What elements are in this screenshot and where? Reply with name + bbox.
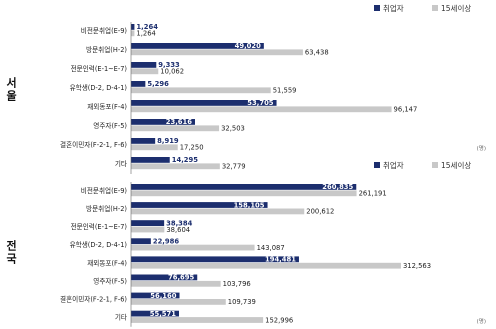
data-label-national-pop15-5: 103,796 — [223, 280, 251, 288]
data-label-national-pop15-1: 200,612 — [306, 208, 334, 216]
bar-seoul-employed-7 — [131, 157, 170, 163]
bar-national-pop15-0 — [131, 190, 357, 197]
data-label-national-pop15-7: 152,996 — [265, 316, 293, 324]
bar-seoul-employed-2 — [131, 62, 157, 68]
category-label-seoul-2: 전문인력(E-1~E-7) — [71, 64, 127, 73]
data-label-national-employed-5: 76,695 — [168, 274, 194, 282]
region-label-seoul: 서울 — [5, 76, 18, 103]
data-label-national-pop15-3: 143,087 — [257, 244, 285, 252]
bar-seoul-pop15-1 — [131, 49, 303, 56]
bar-national-pop15-2 — [131, 226, 165, 233]
data-label-seoul-employed-2: 9,333 — [158, 61, 180, 69]
data-label-national-employed-3: 22,986 — [153, 238, 179, 246]
data-label-seoul-employed-4: 53,705 — [247, 99, 273, 107]
category-label-national-5: 영주자(F-5) — [93, 276, 127, 285]
unit-label-national: (명) — [477, 318, 486, 325]
category-label-national-1: 방문취업(H-2) — [86, 204, 127, 213]
bar-national-employed-7 — [131, 310, 179, 317]
data-label-seoul-pop15-4: 96,147 — [394, 106, 418, 114]
data-label-seoul-pop15-6: 17,250 — [180, 144, 204, 152]
data-label-national-employed-6: 56,160 — [150, 292, 176, 300]
bar-national-employed-3 — [131, 238, 151, 245]
data-label-seoul-employed-6: 8,919 — [157, 137, 179, 145]
bar-seoul-employed-1 — [131, 43, 264, 49]
category-label-seoul-3: 유학생(D-2, D-4-1) — [70, 83, 127, 92]
data-label-national-pop15-6: 109,739 — [228, 298, 256, 306]
category-label-national-7: 기타 — [115, 313, 127, 322]
bar-seoul-employed-6 — [131, 138, 156, 144]
bar-seoul-pop15-5 — [131, 125, 220, 132]
bar-seoul-pop15-4 — [131, 106, 392, 113]
category-label-seoul-5: 영주자(F-5) — [93, 121, 127, 130]
category-label-seoul-1: 방문취업(H-2) — [86, 45, 127, 54]
category-label-national-4: 재외동포(F-4) — [87, 259, 127, 267]
legend-swatch-national-1 — [432, 162, 438, 168]
data-label-seoul-pop15-0: 1,264 — [136, 30, 155, 38]
data-label-national-employed-1: 158,105 — [234, 201, 265, 209]
legend-label-national-0: 취업자 — [383, 161, 404, 170]
bar-national-pop15-1 — [131, 208, 305, 215]
bar-national-employed-6 — [131, 292, 180, 299]
category-label-national-3: 유학생(D-2, D-4-1) — [70, 240, 127, 249]
bar-national-employed-4 — [131, 256, 299, 263]
legend-label-seoul-0: 취업자 — [383, 4, 404, 13]
bar-national-employed-5 — [131, 274, 198, 281]
data-label-national-pop15-2: 38,604 — [166, 226, 190, 234]
data-label-seoul-pop15-5: 32,503 — [221, 125, 245, 133]
bar-national-employed-2 — [131, 220, 165, 226]
data-label-national-pop15-4: 312,563 — [403, 262, 431, 270]
legend-swatch-national-0 — [374, 162, 380, 168]
bar-national-pop15-5 — [131, 280, 221, 287]
legend-label-seoul-1: 15세이상 — [441, 3, 471, 13]
bar-national-pop15-4 — [131, 262, 401, 269]
category-label-seoul-7: 기타 — [115, 159, 127, 168]
data-label-national-employed-4: 194,481 — [265, 256, 296, 264]
bar-seoul-pop15-7 — [131, 163, 220, 170]
data-label-national-pop15-0: 261,191 — [359, 190, 387, 198]
bar-national-employed-0 — [131, 184, 357, 190]
data-label-national-employed-7: 55,571 — [150, 310, 176, 318]
data-label-seoul-employed-5: 23,616 — [166, 118, 192, 126]
unit-label-seoul: (명) — [477, 145, 486, 152]
category-label-seoul-0: 비전문취업(E-9) — [81, 26, 127, 35]
bar-seoul-employed-4 — [131, 100, 277, 106]
bar-seoul-employed-0 — [131, 24, 135, 30]
data-label-seoul-pop15-2: 10,062 — [160, 68, 184, 76]
data-label-seoul-pop15-3: 51,559 — [273, 87, 297, 95]
category-label-national-6: 결혼이민자(F-2-1, F-6) — [60, 295, 127, 304]
region-label-national: 전국 — [5, 239, 18, 266]
data-label-national-employed-0: 260,835 — [322, 183, 353, 191]
bar-national-pop15-6 — [131, 299, 226, 305]
legend-swatch-seoul-0 — [374, 5, 380, 11]
data-label-seoul-employed-7: 14,295 — [172, 156, 198, 164]
bar-national-pop15-7 — [131, 317, 264, 323]
category-label-seoul-4: 재외동포(F-4) — [87, 103, 127, 111]
bar-seoul-pop15-3 — [131, 87, 271, 94]
category-label-seoul-6: 결혼이민자(F-2-1, F-6) — [60, 140, 127, 149]
bar-seoul-pop15-6 — [131, 144, 178, 151]
data-label-seoul-employed-0: 1,264 — [136, 23, 158, 31]
data-label-seoul-employed-3: 5,296 — [147, 80, 169, 88]
category-label-national-2: 전문인력(E-1~E-7) — [71, 222, 127, 231]
bar-national-pop15-3 — [131, 244, 255, 251]
legend-label-national-1: 15세이상 — [441, 160, 471, 170]
bar-seoul-employed-5 — [131, 119, 195, 125]
data-label-seoul-employed-1: 49,020 — [235, 42, 261, 50]
bar-seoul-pop15-2 — [131, 68, 159, 75]
data-label-national-employed-2: 38,384 — [166, 219, 192, 227]
legend-swatch-seoul-1 — [432, 5, 438, 11]
data-label-seoul-pop15-1: 63,438 — [305, 49, 329, 57]
category-label-national-0: 비전문취업(E-9) — [81, 186, 127, 195]
bar-national-employed-1 — [131, 202, 268, 208]
bar-seoul-employed-3 — [131, 81, 146, 87]
bar-seoul-pop15-0 — [131, 30, 135, 37]
data-label-seoul-pop15-7: 32,779 — [222, 163, 246, 171]
